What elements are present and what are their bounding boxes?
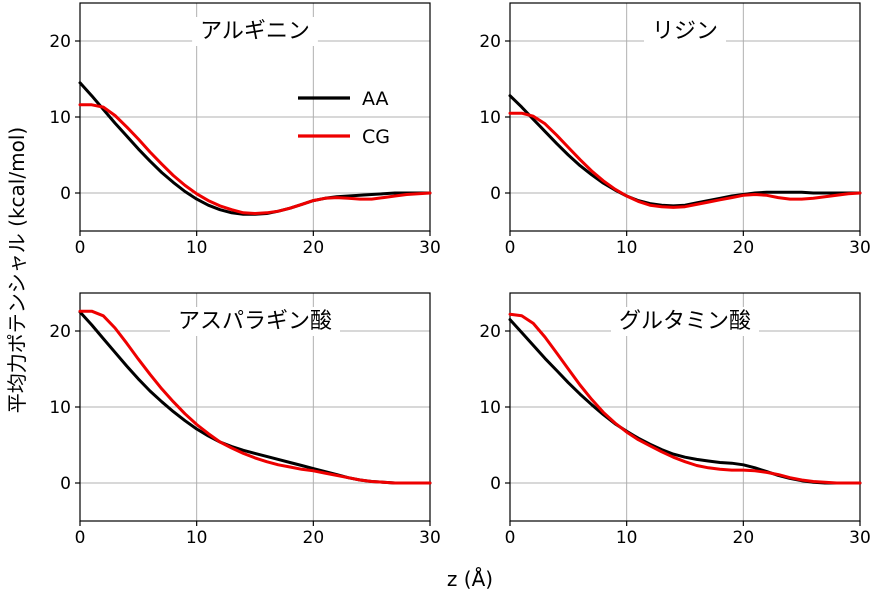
- y-tick-label: 0: [60, 184, 71, 204]
- x-axis-title: z (Å): [447, 567, 493, 591]
- panel-lysine: 0 10 20 30 0 10 20 リジン: [479, 2, 871, 258]
- y-tick-label: 10: [479, 398, 501, 418]
- x-tick-label: 0: [75, 238, 86, 258]
- y-tick-label: 20: [479, 322, 501, 342]
- x-tick-label: 0: [75, 528, 86, 548]
- x-tick-label: 20: [303, 238, 325, 258]
- legend: AA CG: [298, 88, 390, 148]
- x-tick-label: 30: [419, 528, 441, 548]
- y-axis-title: 平均力ポテンシャル (kcal/mol): [5, 127, 29, 413]
- x-tick-label: 30: [419, 238, 441, 258]
- y-tick-label: 20: [49, 32, 71, 52]
- x-tick-label: 10: [616, 528, 638, 548]
- x-tick-label: 10: [186, 238, 208, 258]
- panel-title-lysine: リジン: [652, 19, 718, 44]
- y-tick-label: 0: [60, 474, 71, 494]
- x-tick-label: 20: [303, 528, 325, 548]
- series-line-cg: [78, 309, 432, 485]
- panel-title-background: [169, 307, 341, 336]
- panel-arginine: 0 10 20 30 0 10 20 アルギニン: [49, 2, 441, 258]
- x-tick-label: 0: [505, 528, 516, 548]
- y-tick-label: 20: [49, 322, 71, 342]
- series-line-cg: [508, 312, 862, 485]
- series-line-cg: [508, 111, 862, 209]
- series-line-cg: [78, 103, 432, 215]
- panel-title-background: [643, 17, 727, 46]
- x-tick-label: 30: [849, 528, 871, 548]
- x-tick-label: 10: [616, 238, 638, 258]
- panel-title-background: [192, 17, 318, 46]
- panel-title-background: [610, 307, 760, 336]
- y-tick-label: 0: [490, 184, 501, 204]
- panel-aspartic-acid: 0 10 20 30 0 10 20 アスパラギン酸: [49, 292, 441, 548]
- legend-label-cg: CG: [362, 126, 390, 148]
- y-tick-label: 10: [479, 108, 501, 128]
- panel-title-aspartic-acid: アスパラギン酸: [178, 309, 332, 334]
- y-tick-label: 10: [49, 398, 71, 418]
- panel-title-arginine: アルギニン: [200, 19, 310, 44]
- legend-label-aa: AA: [362, 88, 389, 110]
- x-tick-label: 0: [505, 238, 516, 258]
- x-tick-label: 20: [733, 528, 755, 548]
- y-tick-label: 20: [479, 32, 501, 52]
- y-tick-label: 10: [49, 108, 71, 128]
- y-tick-label: 0: [490, 474, 501, 494]
- x-tick-label: 10: [186, 528, 208, 548]
- x-tick-label: 20: [733, 238, 755, 258]
- panel-glutamic-acid: 0 10 20 30 0 10 20 グルタミン酸: [479, 292, 871, 548]
- x-tick-label: 30: [849, 238, 871, 258]
- panel-title-glutamic-acid: グルタミン酸: [619, 309, 751, 334]
